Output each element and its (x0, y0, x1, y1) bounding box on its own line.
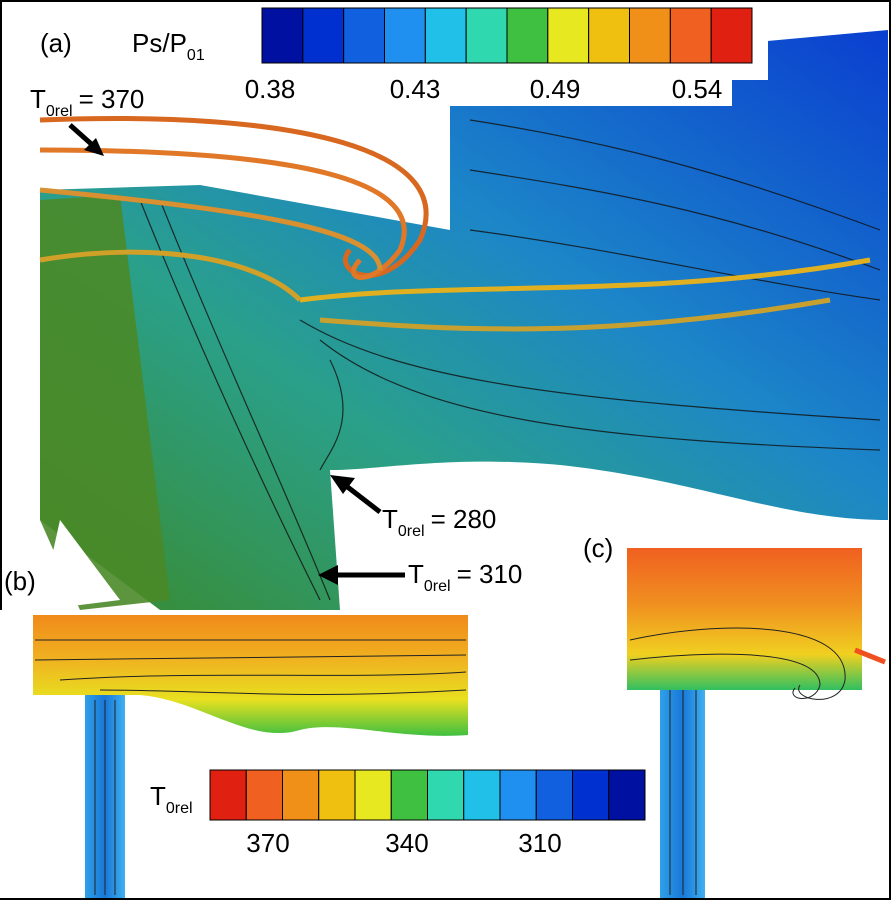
colorbar-segment (572, 769, 610, 821)
panel-label: (b) (4, 566, 36, 596)
annotation: T0rel = 310 (408, 559, 522, 595)
flow-surface (40, 30, 888, 610)
legend-label: 0.49 (530, 74, 581, 104)
arrowhead (318, 565, 338, 585)
vortex-tube (854, 647, 886, 665)
colorbar-segment (506, 7, 549, 64)
legend-label: 0.43 (390, 74, 441, 104)
arrowhead (84, 138, 104, 156)
temperature-colorbar (209, 769, 646, 821)
legend-label: 0.54 (672, 74, 723, 104)
panel-label: (c) (583, 533, 613, 563)
arrow (343, 483, 382, 514)
colorbar-segment (499, 769, 537, 821)
colorbar-segment (535, 769, 573, 821)
colorbar-segment (608, 769, 646, 821)
streamlines (139, 119, 881, 601)
colorbar-segment (710, 7, 753, 64)
colorbar-segment (209, 769, 247, 821)
colorbar-segment (629, 7, 671, 64)
streamlines (34, 639, 467, 895)
colorbar-segment (465, 7, 508, 64)
legend-label: 340 (385, 828, 428, 858)
legend-title: T0rel (150, 781, 193, 817)
colorbar-segment (427, 769, 465, 821)
colorbar-segment (318, 769, 356, 821)
colorbar-segment (390, 769, 428, 821)
pressure-colorbar (261, 7, 753, 64)
colorbar-segment (282, 769, 320, 821)
annotation: T0rel = 280 (382, 504, 496, 540)
colorbar-segment (424, 7, 467, 64)
vortex-tubes (39, 116, 871, 332)
panel-label: (a) (40, 28, 72, 58)
streamlines (629, 627, 846, 895)
arrowhead (330, 475, 355, 494)
legend-title: Ps/P01 (132, 28, 205, 64)
colorbar-segment (547, 7, 590, 64)
legend-label: 0.38 (245, 74, 296, 104)
gap (40, 520, 120, 610)
colorbar-segment (463, 769, 501, 821)
label-backdrop (232, 74, 732, 106)
colorbar-segment (343, 7, 385, 64)
colorbar-segment (354, 769, 392, 821)
colorbar-segment (588, 7, 631, 64)
legend-label: 370 (246, 828, 289, 858)
colorbar-segment (261, 7, 304, 64)
colorbar-segment (245, 769, 283, 821)
annotation: T0rel = 370 (30, 84, 144, 120)
colorbar-segment (669, 7, 712, 64)
legend-label: 310 (518, 828, 561, 858)
colorbar-segment (384, 7, 426, 64)
flow-surface (627, 548, 862, 690)
colorbar-segment (302, 7, 345, 64)
blade-surface (40, 195, 170, 610)
